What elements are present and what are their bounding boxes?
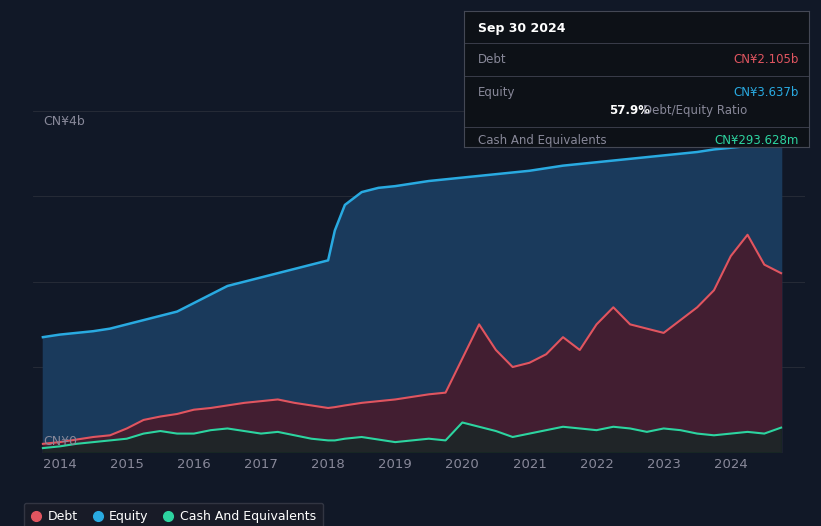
- Text: CN¥3.637b: CN¥3.637b: [733, 86, 798, 99]
- Text: Cash And Equivalents: Cash And Equivalents: [478, 134, 606, 147]
- Text: Equity: Equity: [478, 86, 515, 99]
- Text: Sep 30 2024: Sep 30 2024: [478, 22, 565, 35]
- Text: Debt: Debt: [478, 53, 507, 66]
- Legend: Debt, Equity, Cash And Equivalents: Debt, Equity, Cash And Equivalents: [24, 502, 323, 526]
- Text: CN¥0: CN¥0: [43, 435, 77, 448]
- Text: CN¥293.628m: CN¥293.628m: [714, 134, 798, 147]
- Text: Debt/Equity Ratio: Debt/Equity Ratio: [643, 104, 747, 117]
- Text: 57.9%: 57.9%: [608, 104, 649, 117]
- Text: CN¥4b: CN¥4b: [43, 115, 85, 128]
- Text: CN¥2.105b: CN¥2.105b: [733, 53, 798, 66]
